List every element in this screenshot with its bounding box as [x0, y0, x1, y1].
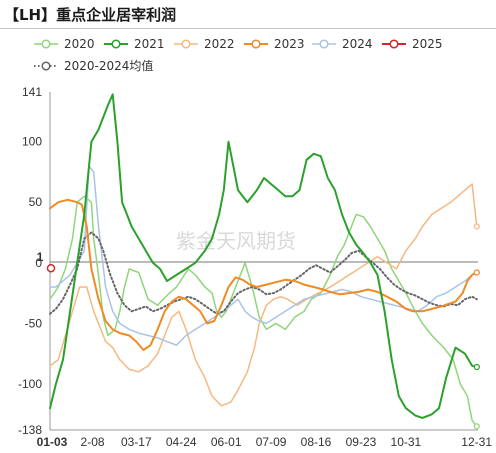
series-end-marker: [473, 269, 480, 276]
y-tick-label: 100: [22, 135, 42, 149]
series-end-marker: [473, 423, 480, 430]
series-line: [49, 183, 478, 407]
legend-label: 2020-2024均值: [64, 58, 153, 73]
legend-swatch-marker: [389, 39, 399, 49]
x-tick-label: 06-01: [211, 435, 242, 449]
legend-swatch-marker: [41, 39, 51, 49]
chart-title: 【LH】重点企业居宰利润: [4, 6, 177, 24]
series-end-marker: [473, 223, 480, 230]
series-start-marker: [46, 263, 56, 273]
legend-swatch-marker: [111, 39, 121, 49]
legend-label: 2020: [64, 37, 95, 51]
legend-swatch-marker: [319, 39, 329, 49]
legend-swatch-marker: [181, 39, 191, 49]
legend-label: 2022: [204, 37, 235, 51]
y-tick-labels: 141 100 50 0 -50 -100 -138 1: [18, 85, 44, 437]
y-tick-label: -50: [25, 316, 43, 330]
x-tick-label: 12-31: [461, 435, 492, 449]
plot-area: 紫金天风期货 141 100 50 0 -50 -100 -138 1 01-03 2-08 03…: [18, 85, 492, 449]
legend: 2020 2021 2022 2023 2024 2025 2020-2024均值: [34, 37, 443, 73]
series-line: [49, 165, 478, 346]
series-layer: [46, 93, 480, 430]
y-tick-label: 141: [22, 85, 42, 99]
y-tick-label: 50: [29, 195, 43, 209]
zero-marker-label: 1: [37, 250, 44, 264]
y-tick-label: -100: [18, 377, 42, 391]
x-tick-label: 01-03: [37, 435, 68, 449]
series-end-marker: [473, 363, 480, 371]
series-line: [49, 198, 478, 351]
series-line: [49, 231, 478, 315]
x-tick-labels: 01-03 2-08 03-17 04-24 06-01 07-09 08-16 09-23 1…: [37, 435, 493, 449]
legend-swatch-marker: [251, 39, 261, 49]
x-tick-label: 2-08: [81, 435, 105, 449]
y-tick-label: -138: [18, 423, 42, 437]
x-tick-label: 09-23: [346, 435, 377, 449]
watermark: 紫金天风期货: [176, 229, 296, 253]
x-tick-label: 10-31: [391, 435, 422, 449]
x-tick-label: 04-24: [166, 435, 197, 449]
legend-swatch-marker: [41, 61, 51, 71]
x-tick-label: 08-16: [301, 435, 332, 449]
legend-label: 2023: [274, 37, 305, 51]
x-tick-label: 03-17: [121, 435, 152, 449]
title-divider: [0, 28, 496, 29]
legend-label: 2024: [342, 37, 373, 51]
legend-label: 2025: [412, 37, 443, 51]
series-line: [49, 195, 478, 428]
series-line: [49, 93, 478, 419]
x-tick-label: 07-09: [256, 435, 287, 449]
y-tick-label: 0: [35, 256, 42, 270]
legend-label: 2021: [134, 37, 165, 51]
